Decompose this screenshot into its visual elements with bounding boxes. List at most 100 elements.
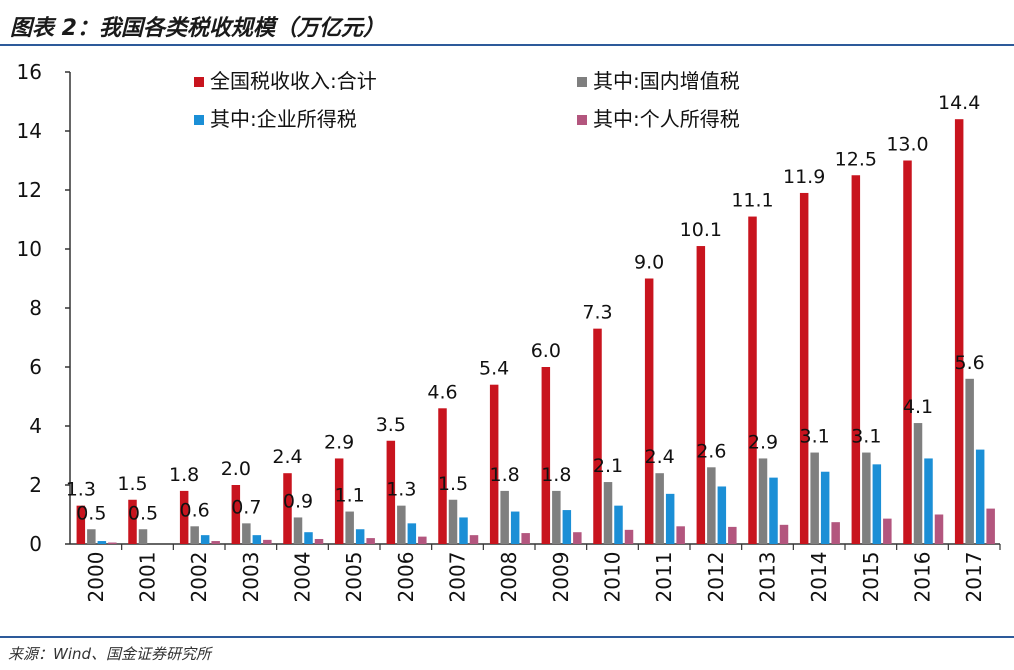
vat-data-label: 2.4 (645, 446, 675, 468)
bar-3 (924, 458, 933, 544)
figure-title: 图表 2：我国各类税收规模（万亿元） (10, 16, 385, 41)
x-tick-label: 2017 (962, 552, 986, 603)
x-tick-label: 2011 (652, 552, 676, 603)
x-tick-label: 2013 (756, 552, 780, 603)
source-note: 来源：Wind、国金证券研究所 (8, 645, 212, 663)
legend-label: 其中:个人所得税 (593, 107, 740, 131)
bar-1 (76, 505, 86, 544)
vat-data-label: 5.6 (955, 352, 985, 374)
bar-2 (500, 490, 509, 544)
y-tick-label: 6 (29, 355, 42, 379)
bar-4 (108, 542, 117, 544)
bar-3 (252, 535, 262, 544)
legend-label: 其中:国内增值税 (593, 69, 740, 93)
bar-3 (614, 505, 623, 544)
bar-2 (965, 378, 974, 544)
x-tick-label: 2005 (342, 552, 366, 603)
bar-2 (913, 423, 923, 544)
bar-2 (707, 467, 716, 544)
x-tick-label: 2001 (136, 552, 160, 603)
bar-2 (87, 529, 96, 544)
bar-3 (407, 523, 417, 544)
legend-swatch (194, 77, 204, 87)
bar-3 (665, 493, 675, 544)
bar-4 (573, 532, 582, 544)
bar-3 (304, 532, 313, 544)
y-tick-label: 14 (17, 119, 42, 143)
bar-4 (779, 524, 789, 544)
vat-data-label: 0.7 (231, 496, 261, 518)
bar-1 (748, 216, 757, 545)
bar-3 (975, 449, 985, 544)
bar-1 (283, 473, 292, 544)
vat-data-label: 1.3 (386, 479, 416, 501)
bar-4 (211, 541, 220, 544)
bar-2 (552, 490, 561, 544)
bar-2 (345, 511, 354, 544)
total-data-label: 4.6 (427, 381, 457, 403)
bar-1 (903, 160, 912, 544)
bar-4 (883, 518, 892, 544)
bar-1 (851, 175, 861, 544)
bar-4 (263, 539, 272, 544)
bar-4 (521, 533, 530, 544)
y-tick-label: 4 (29, 414, 42, 438)
title-rule (0, 44, 1014, 46)
total-data-label: 10.1 (680, 219, 722, 241)
bar-4 (728, 526, 737, 544)
vat-data-label: 1.8 (541, 464, 571, 486)
bar-2 (138, 529, 148, 544)
bar-2 (655, 473, 664, 544)
total-data-label: 6.0 (531, 340, 561, 362)
x-tick-label: 2007 (446, 552, 470, 603)
bar-1 (954, 119, 964, 544)
x-tick-label: 2003 (239, 552, 263, 603)
vat-data-label: 0.5 (128, 502, 158, 524)
bar-2 (397, 505, 406, 544)
bar-2 (603, 482, 613, 544)
total-data-label: 11.9 (783, 166, 825, 188)
vat-data-label: 1.1 (335, 485, 365, 507)
y-tick-label: 2 (29, 473, 42, 497)
legend-swatch (577, 115, 587, 125)
bar-4 (986, 508, 995, 544)
bar-4 (469, 535, 479, 544)
vat-data-label: 0.9 (283, 490, 313, 512)
bar-1 (696, 246, 706, 545)
vat-data-label: 0.5 (76, 502, 106, 524)
vat-data-label: 1.8 (490, 464, 520, 486)
x-tick-label: 2004 (291, 552, 315, 603)
bar-3 (459, 517, 468, 544)
bar-4 (831, 522, 840, 544)
bar-4 (624, 529, 634, 544)
bar-1 (128, 499, 137, 544)
y-tick-label: 8 (29, 296, 42, 320)
bar-2 (862, 452, 871, 544)
x-tick-label: 2002 (187, 552, 211, 603)
bar-4 (366, 538, 375, 544)
x-tick-label: 2009 (549, 552, 573, 603)
total-data-label: 2.4 (272, 446, 302, 468)
bar-3 (820, 471, 830, 544)
y-tick-label: 12 (17, 178, 42, 202)
bar-4 (934, 514, 944, 544)
bar-2 (810, 452, 819, 544)
total-data-label: 2.0 (221, 458, 251, 480)
vat-data-label: 4.1 (903, 396, 933, 418)
total-data-label: 1.8 (169, 464, 199, 486)
bar-2 (758, 458, 768, 544)
vat-data-label: 0.6 (180, 499, 210, 521)
total-data-label: 1.5 (117, 473, 147, 495)
legend-swatch (194, 115, 204, 125)
total-data-label: 2.9 (324, 431, 354, 453)
total-data-label: 1.3 (66, 479, 96, 501)
bar-1 (541, 367, 551, 544)
bar-1 (489, 384, 499, 544)
total-data-label: 13.0 (886, 134, 928, 156)
x-tick-label: 2000 (84, 552, 108, 603)
bar-2 (293, 517, 303, 544)
bar-2 (448, 499, 458, 544)
bar-1 (231, 485, 241, 544)
x-tick-label: 2010 (601, 552, 625, 603)
vat-data-label: 2.1 (593, 455, 623, 477)
